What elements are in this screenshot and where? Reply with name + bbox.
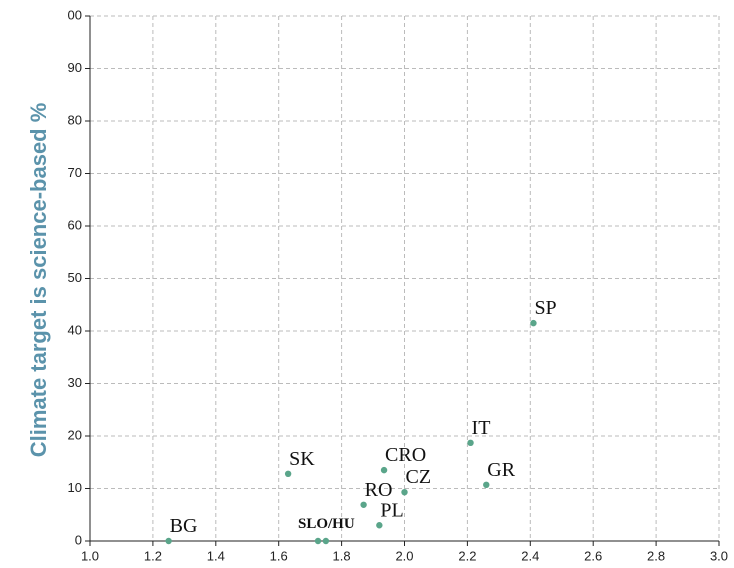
- y-tick-label: 30: [68, 375, 82, 390]
- y-tick-label: 0: [75, 532, 82, 547]
- point-label: SK: [289, 448, 315, 470]
- y-tick-label: 00: [68, 7, 82, 22]
- y-axis-label: Climate target is science-based %: [26, 103, 51, 458]
- point: [401, 488, 408, 496]
- y-tick-label: 10: [68, 480, 82, 495]
- point: [165, 537, 172, 545]
- x-tick-label: 1.0: [81, 548, 99, 563]
- y-tick-label: 60: [68, 217, 82, 232]
- x-tick-label: 1.2: [144, 548, 162, 563]
- y-tick-label: 50: [68, 270, 82, 285]
- point-label: SLO/HU: [298, 516, 355, 532]
- x-tick-label: 2.2: [458, 548, 476, 563]
- point-label: GR: [487, 459, 515, 481]
- point: [376, 522, 383, 529]
- x-tick-label: 3.0: [710, 548, 728, 563]
- point: [322, 537, 330, 545]
- y-tick-label: 90: [68, 60, 82, 75]
- y-tick-label: 40: [68, 322, 82, 337]
- x-tick-label: 1.6: [270, 548, 288, 563]
- x-tick-label: 1.8: [333, 548, 351, 563]
- y-tick-label: 70: [68, 165, 82, 180]
- point: [284, 470, 292, 477]
- point: [530, 319, 537, 327]
- y-tick-label: 80: [68, 112, 82, 127]
- point: [360, 501, 367, 508]
- point-label: SP: [534, 297, 556, 319]
- point-label: CZ: [406, 466, 432, 488]
- y-tick-label: 20: [68, 427, 82, 442]
- point: [467, 439, 474, 447]
- point: [483, 481, 490, 489]
- point-label: PL: [380, 499, 403, 521]
- point: [314, 537, 322, 545]
- x-tick-label: 2.0: [395, 548, 413, 563]
- point-label: CRO: [385, 444, 426, 466]
- x-tick-label: 2.4: [521, 548, 539, 563]
- point-label: IT: [472, 417, 491, 439]
- x-tick-label: 2.6: [584, 548, 602, 563]
- point: [380, 466, 388, 474]
- point-label: RO: [365, 479, 393, 501]
- point-label: BG: [170, 515, 198, 537]
- x-tick-label: 2.8: [647, 548, 665, 563]
- x-tick-label: 1.4: [207, 548, 225, 563]
